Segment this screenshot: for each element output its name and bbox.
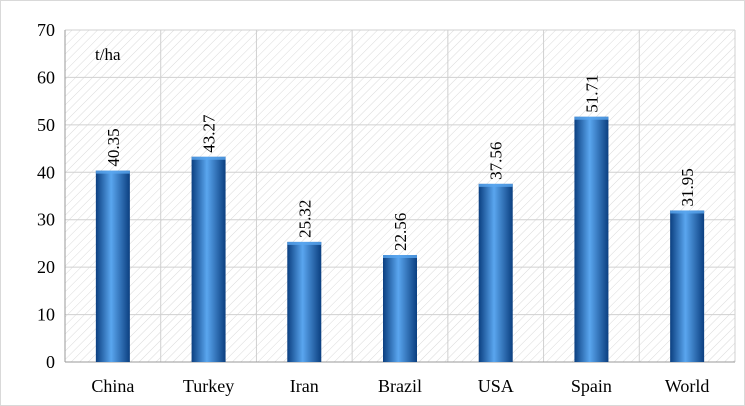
y-tick-label: 50 <box>37 115 55 135</box>
bar-china <box>95 170 130 362</box>
x-tick-label: Iran <box>290 376 319 396</box>
bar-spain <box>574 116 609 362</box>
bar-turkey <box>191 156 226 362</box>
bar-cap <box>383 255 417 259</box>
bars <box>95 116 705 362</box>
y-tick-label: 40 <box>37 162 55 182</box>
data-label: 37.56 <box>487 142 506 180</box>
bar-brazil <box>383 255 417 362</box>
bar-usa <box>478 183 513 362</box>
x-tick-label: Spain <box>571 376 612 396</box>
data-label: 22.56 <box>391 213 410 251</box>
x-tick-label: Brazil <box>378 376 422 396</box>
bar-cap <box>670 210 705 214</box>
x-tick-label: China <box>91 376 134 396</box>
y-tick-label: 60 <box>37 67 55 87</box>
data-label: 25.32 <box>295 200 314 238</box>
grid-lines <box>64 29 736 363</box>
labels: 0 10 20 30 40 50 60 70 40.35 China 43.27 Turkey 25.3… <box>37 20 709 396</box>
bar-world <box>670 210 705 362</box>
bar-cap <box>574 116 609 120</box>
bar-iran <box>287 241 322 362</box>
data-label: 51.71 <box>582 74 601 112</box>
bar-cap <box>95 170 130 174</box>
x-tick-label: Turkey <box>183 376 234 396</box>
x-tick-label: USA <box>478 376 514 396</box>
data-label: 43.27 <box>200 114 219 153</box>
x-tick-label: World <box>665 376 710 396</box>
y-tick-label: 30 <box>37 210 55 230</box>
bar-cap <box>478 183 513 187</box>
y-tick-label: 0 <box>46 352 55 372</box>
bar-cap <box>191 156 226 160</box>
bar-cap <box>287 241 322 245</box>
data-label: 31.95 <box>678 168 697 206</box>
data-label: 40.35 <box>104 128 123 166</box>
y-tick-label: 70 <box>37 20 55 40</box>
y-tick-label: 20 <box>37 257 55 277</box>
unit-label: t/ha <box>95 45 121 64</box>
y-tick-label: 10 <box>37 305 55 325</box>
